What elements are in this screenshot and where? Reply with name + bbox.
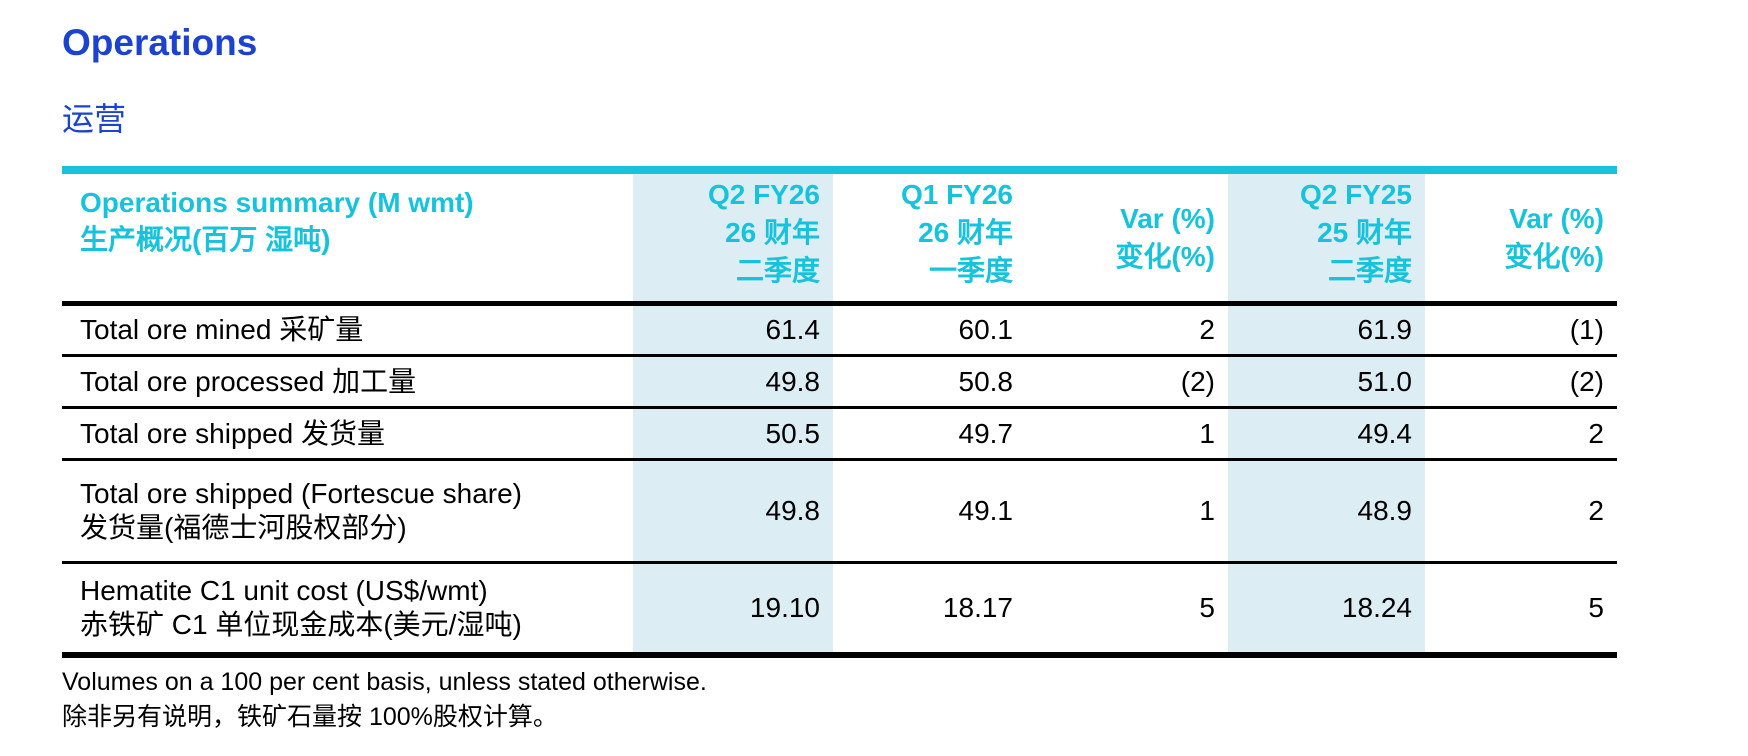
cell-value: 1	[1199, 417, 1215, 449]
column-header-label: Operations summary (M wmt) 生产概况(百万 湿吨)	[62, 170, 633, 304]
table-row-hematite-c1-unit-cost: Hematite C1 unit cost (US$/wmt) 赤铁矿 C1 单…	[62, 562, 1617, 655]
row-label: Hematite C1 unit cost (US$/wmt) 赤铁矿 C1 单…	[80, 574, 522, 640]
table-row-total-ore-mined: Total ore mined 采矿量 61.4 60.1 2 61.9 (1)	[62, 303, 1617, 356]
cell-value: 60.1	[958, 314, 1014, 345]
footnote-en: Volumes on a 100 per cent basis, unless …	[62, 667, 707, 696]
row-label: Total ore shipped 发货量	[80, 417, 386, 449]
cell-value: 61.4	[633, 303, 833, 356]
cell-value: (2)	[1569, 365, 1604, 397]
cell-value: 48.9	[1228, 459, 1425, 563]
cell-value: 2	[1588, 417, 1604, 449]
footnotes: Volumes on a 100 per cent basis, unless …	[62, 667, 1679, 733]
column-header-q2fy25: Q2 FY25 25 财年 二季度	[1228, 170, 1425, 304]
cell-value: 49.7	[958, 417, 1014, 449]
operations-summary-table: Operations summary (M wmt) 生产概况(百万 湿吨) Q…	[62, 166, 1617, 658]
cell-value: 18.24	[1228, 562, 1425, 655]
column-header-var-1: Var (%) 变化(%)	[1115, 202, 1215, 272]
cell-value: 49.8	[633, 459, 833, 563]
cell-value: 18.17	[942, 591, 1013, 623]
column-header-q1fy26: Q1 FY26 26 财年 一季度	[900, 179, 1013, 286]
cell-value: 5	[1588, 591, 1604, 623]
cell-value: 49.4	[1228, 407, 1425, 460]
table-row-total-ore-shipped-fortescue-share: Total ore shipped (Fortescue share) 发货量(…	[62, 459, 1617, 563]
row-label: Total ore mined 采矿量	[80, 314, 364, 345]
cell-value: 1	[1199, 495, 1215, 526]
cell-value: (1)	[1569, 314, 1604, 345]
column-header-label-zh: 生产概况(百万 湿吨)	[80, 224, 331, 255]
column-header-var-2: Var (%) 变化(%)	[1504, 202, 1604, 272]
cell-value: (2)	[1180, 365, 1215, 397]
row-label: Total ore processed 加工量	[80, 365, 417, 397]
cell-value: 50.8	[958, 365, 1014, 397]
column-header-q2fy26: Q2 FY26 26 财年 二季度	[633, 170, 833, 304]
table-row-total-ore-processed: Total ore processed 加工量 49.8 50.8 (2) 51…	[62, 355, 1617, 408]
cell-value: 49.1	[958, 495, 1014, 526]
cell-value: 49.8	[633, 355, 833, 408]
table-header-row: Operations summary (M wmt) 生产概况(百万 湿吨) Q…	[62, 170, 1617, 304]
page-title: Operations	[62, 22, 258, 63]
cell-value: 5	[1199, 591, 1215, 623]
column-header-label-en: Operations summary (M wmt)	[80, 187, 474, 218]
cell-value: 19.10	[633, 562, 833, 655]
cell-value: 2	[1588, 495, 1604, 526]
table-row-total-ore-shipped: Total ore shipped 发货量 50.5 49.7 1 49.4 2	[62, 407, 1617, 460]
cell-value: 51.0	[1228, 355, 1425, 408]
cell-value: 2	[1199, 314, 1215, 345]
footnote-zh: 除非另有说明，铁矿石量按 100%股权计算。	[62, 702, 558, 731]
page-title-zh: 运营	[62, 101, 127, 137]
cell-value: 61.9	[1228, 303, 1425, 356]
cell-value: 50.5	[633, 407, 833, 460]
row-label: Total ore shipped (Fortescue share) 发货量(…	[80, 478, 522, 543]
